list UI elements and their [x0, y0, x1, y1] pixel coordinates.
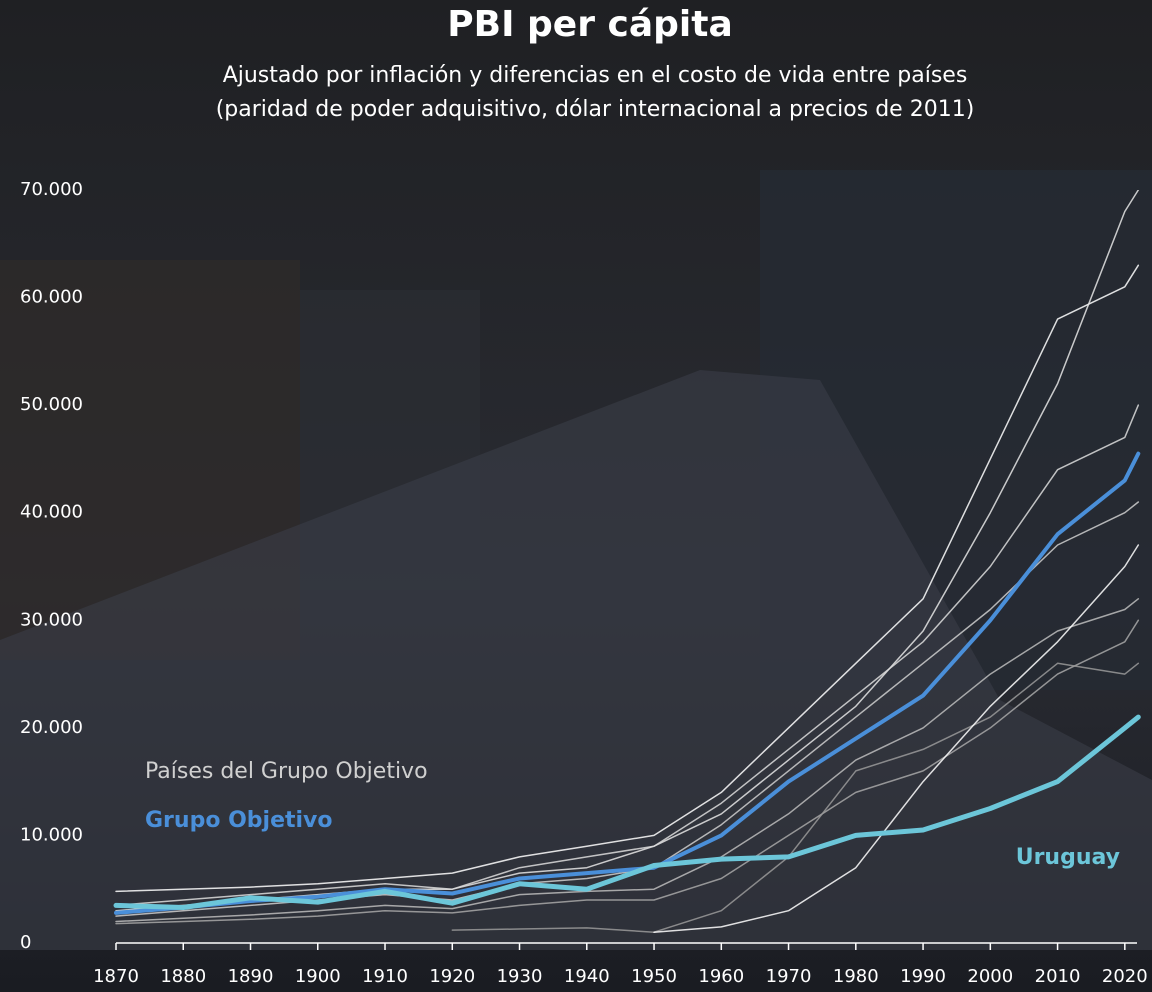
x-tick-label: 1940 — [564, 966, 610, 987]
y-tick-label: 70.000 — [20, 179, 83, 200]
x-tick-label: 1910 — [362, 966, 408, 987]
country-line — [451, 662, 1140, 933]
country-line — [653, 544, 1140, 933]
x-tick-label: 2010 — [1035, 966, 1081, 987]
y-tick-label: 10.000 — [20, 824, 83, 845]
y-tick-label: 0 — [20, 932, 31, 953]
x-tick-label: 1960 — [698, 966, 744, 987]
y-tick-label: 30.000 — [20, 609, 83, 630]
subtitle: Ajustado por inflación y diferencias en … — [223, 63, 968, 88]
roof — [0, 370, 1152, 950]
y-tick-label: 60.000 — [20, 287, 83, 308]
legend-label: Grupo Objetivo — [145, 808, 333, 833]
x-tick-label: 1880 — [160, 966, 206, 987]
y-tick-label: 40.000 — [20, 502, 83, 523]
x-tick-label: 1990 — [900, 966, 946, 987]
country-line — [115, 619, 1140, 925]
country-line — [115, 598, 1140, 923]
x-tick-label: 1970 — [766, 966, 812, 987]
x-tick-label: 1890 — [228, 966, 274, 987]
x-tick-label: 1950 — [631, 966, 677, 987]
x-tick-label: 1980 — [833, 966, 879, 987]
legend-label: Uruguay — [1016, 845, 1120, 870]
chart-title: PBI per cápita — [447, 4, 732, 45]
x-tick-label: 2020 — [1102, 966, 1148, 987]
x-tick-label: 1900 — [295, 966, 341, 987]
series-line — [113, 714, 1141, 910]
subtitle: (paridad de poder adquisitivo, dólar int… — [216, 97, 975, 122]
x-tick-label: 1930 — [497, 966, 543, 987]
x-tick-label: 1920 — [429, 966, 475, 987]
x-tick-label: 2000 — [967, 966, 1013, 987]
lines — [113, 190, 1141, 933]
country-line — [115, 404, 1140, 907]
y-tick-label: 20.000 — [20, 717, 83, 738]
annotation: Países del Grupo Objetivo — [145, 759, 428, 784]
x-tick-label: 1870 — [93, 966, 139, 987]
country-line — [115, 264, 1140, 893]
y-tick-label: 50.000 — [20, 394, 83, 415]
